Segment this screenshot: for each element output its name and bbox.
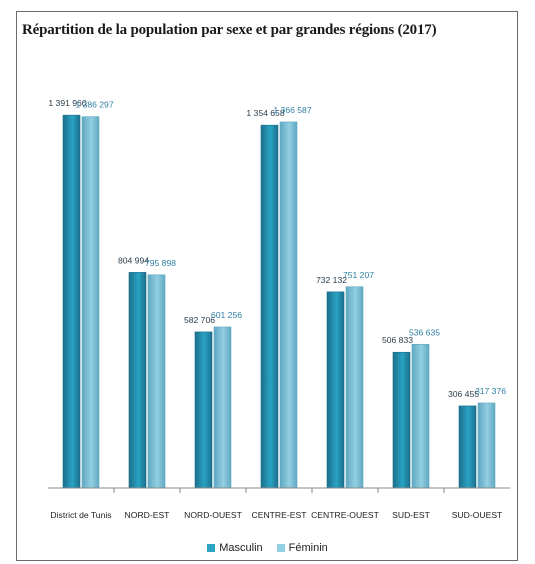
legend-swatch-masculin	[207, 544, 216, 552]
legend-item-feminin: Féminin	[276, 542, 328, 554]
data-label-masculin-nord-ouest: 582 706	[184, 315, 215, 325]
data-label-feminin-nord-ouest: 601 256	[211, 310, 242, 320]
bar-feminin-centre-est	[279, 121, 298, 489]
bar-masculin-centre-est	[260, 124, 279, 489]
bar-masculin-centre-ouest	[326, 291, 345, 489]
data-label-feminin-centre-ouest: 751 207	[343, 270, 374, 280]
data-label-masculin-centre-est: 1 354 658	[246, 108, 284, 118]
bar-masculin-nord-est	[128, 272, 147, 489]
bar-feminin-centre-ouest	[345, 286, 364, 489]
bar-feminin-sud-ouest	[477, 402, 496, 489]
data-label-masculin-nord-est: 804 994	[118, 255, 149, 265]
data-label-masculin-sud-est: 506 833	[382, 335, 413, 345]
chart-title: Répartition de la population par sexe et…	[22, 22, 437, 38]
category-label-sud-est: SUD-EST	[392, 510, 430, 520]
bar-masculin-district-de-tunis	[62, 114, 81, 489]
bar-masculin-sud-est	[392, 351, 411, 489]
bar-feminin-nord-est	[147, 274, 166, 489]
category-label-centre-est: CENTRE-EST	[252, 510, 308, 520]
legend-label-feminin: Féminin	[288, 542, 328, 554]
chart-legend: Masculin Féminin	[0, 542, 535, 554]
category-label-district-de-tunis: District de Tunis	[50, 510, 111, 520]
data-label-masculin-centre-ouest: 732 132	[316, 275, 347, 285]
bar-feminin-sud-est	[411, 343, 430, 489]
category-label-sud-ouest: SUD-OUEST	[452, 510, 503, 520]
data-label-feminin-sud-est: 536 635	[409, 327, 440, 337]
bar-masculin-nord-ouest	[194, 331, 213, 489]
legend-label-masculin: Masculin	[219, 542, 263, 554]
data-label-feminin-district-de-tunis: 1 386 297	[75, 100, 113, 110]
data-label-feminin-centre-est: 1 366 587	[273, 105, 311, 115]
data-label-masculin-district-de-tunis: 1 391 960	[48, 98, 86, 108]
bar-feminin-district-de-tunis	[81, 116, 100, 489]
data-label-feminin-nord-est: 795 898	[145, 258, 176, 268]
bar-feminin-nord-ouest	[213, 326, 232, 489]
legend-swatch-feminin	[276, 544, 285, 552]
data-label-masculin-sud-ouest: 306 455	[448, 389, 479, 399]
category-label-nord-est: NORD-EST	[125, 510, 171, 520]
bar-masculin-sud-ouest	[458, 405, 477, 489]
category-label-centre-ouest: CENTRE-OUEST	[311, 510, 380, 520]
data-label-feminin-sud-ouest: 317 376	[475, 386, 506, 396]
legend-item-masculin: Masculin	[207, 542, 263, 554]
category-label-nord-ouest: NORD-OUEST	[184, 510, 243, 520]
